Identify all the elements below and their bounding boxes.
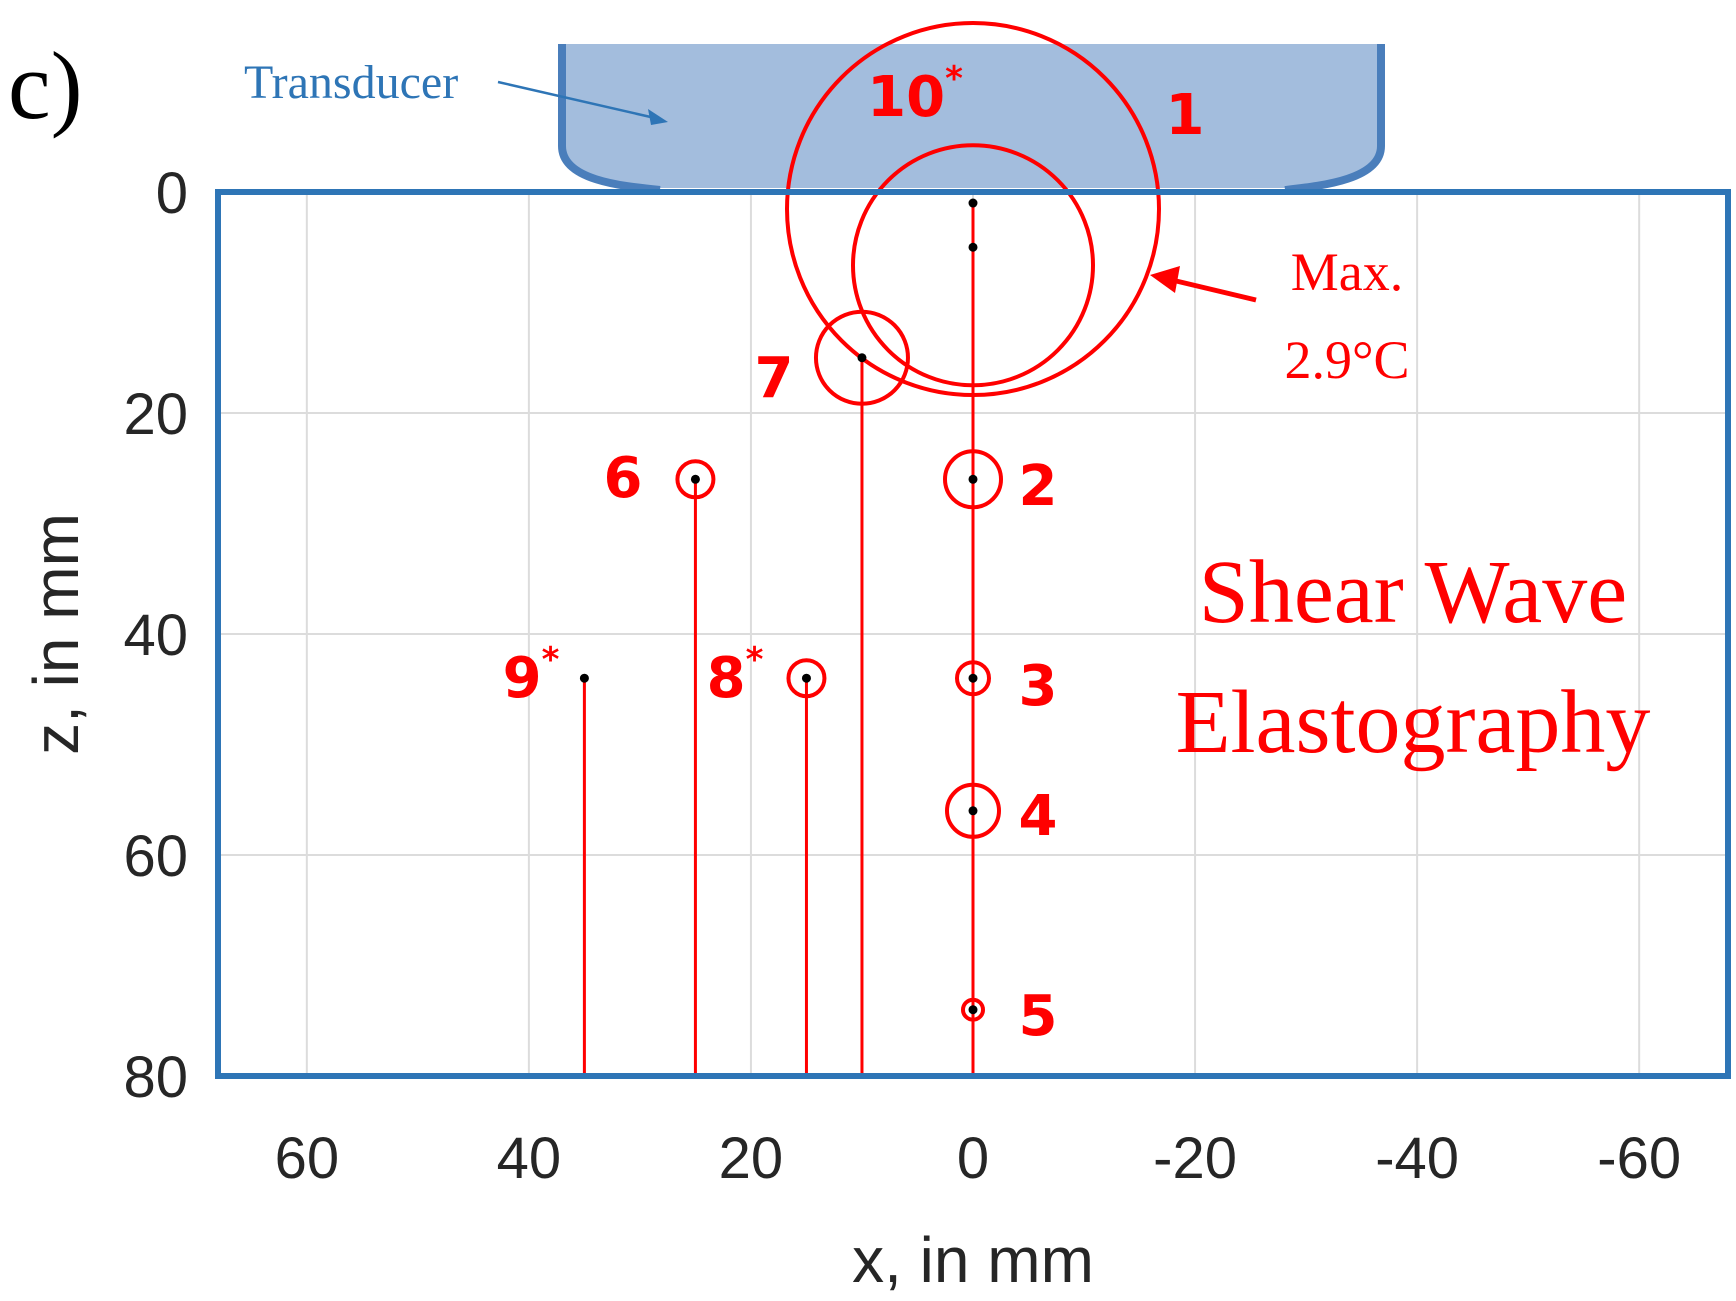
dot-point-7 bbox=[857, 353, 867, 363]
point-label-6: 6 bbox=[604, 446, 643, 511]
dot-point-1 bbox=[968, 198, 978, 208]
y-tick-label: 40 bbox=[123, 603, 188, 668]
stems bbox=[582, 203, 975, 1076]
transducer-outline bbox=[558, 44, 1385, 194]
dot-point-3 bbox=[968, 673, 978, 683]
method-label-line-1: Shear Wave bbox=[1199, 543, 1627, 642]
x-tick-label: 0 bbox=[957, 1126, 989, 1191]
x-tick-label: -40 bbox=[1375, 1126, 1459, 1191]
ring-point-6 bbox=[675, 459, 716, 500]
x-tick-label: -60 bbox=[1597, 1126, 1681, 1191]
plot-frame bbox=[215, 189, 1731, 1079]
ring-point-10 bbox=[851, 143, 1095, 388]
ring-point-5 bbox=[961, 997, 985, 1022]
ring-point-8 bbox=[786, 658, 827, 699]
panel-label: c) bbox=[8, 32, 83, 139]
point-labels: 1 10* 7 2 6 3 8* 9* 4 5 bbox=[503, 59, 1205, 1049]
point-label-10: 10* bbox=[867, 59, 963, 130]
point-label-4: 4 bbox=[1019, 784, 1058, 849]
dot-point-5 bbox=[968, 1005, 978, 1015]
y-tick-label: 20 bbox=[123, 382, 188, 447]
y-tick-label: 60 bbox=[123, 824, 188, 889]
dot-point-2 bbox=[968, 474, 978, 484]
ring-point-3 bbox=[955, 660, 991, 697]
y-tick-labels: 0 20 40 60 80 bbox=[123, 161, 188, 1110]
dot-point-8 bbox=[801, 673, 811, 683]
max-annotation-line-2: 2.9°C bbox=[1284, 330, 1409, 390]
ring-point-1 bbox=[785, 21, 1161, 398]
transducer-arrow bbox=[497, 80, 668, 125]
dot-point-10 bbox=[968, 242, 978, 252]
circles bbox=[675, 21, 1161, 1022]
dots bbox=[579, 198, 978, 1015]
y-axis-label: z, in mm bbox=[20, 513, 92, 755]
x-tick-labels: 60 40 20 0 -20 -40 -60 bbox=[275, 1126, 1682, 1191]
transducer-shape bbox=[562, 44, 1381, 188]
max-annotation: Max. 2.9°C bbox=[1150, 242, 1410, 390]
dot-point-9 bbox=[579, 673, 589, 683]
y-tick-label: 80 bbox=[123, 1045, 188, 1110]
point-label-2: 2 bbox=[1019, 454, 1058, 519]
point-label-5: 5 bbox=[1019, 984, 1058, 1049]
x-tick-label: 20 bbox=[719, 1126, 784, 1191]
point-label-1: 1 bbox=[1166, 83, 1205, 148]
y-tick-label: 0 bbox=[156, 161, 188, 226]
ring-point-7 bbox=[813, 309, 910, 406]
max-annotation-arrow bbox=[1150, 266, 1257, 303]
point-label-7: 7 bbox=[755, 346, 794, 411]
ring-point-4 bbox=[945, 782, 1001, 839]
method-label-line-2: Elastography bbox=[1176, 673, 1651, 772]
dot-point-4 bbox=[968, 806, 978, 816]
x-tick-label: 40 bbox=[497, 1126, 562, 1191]
point-label-8: 8* bbox=[707, 640, 764, 711]
point-label-9: 9* bbox=[503, 640, 560, 711]
x-tick-label: 60 bbox=[275, 1126, 340, 1191]
dot-point-6 bbox=[690, 474, 700, 484]
point-label-3: 3 bbox=[1019, 654, 1058, 719]
max-annotation-line-1: Max. bbox=[1291, 242, 1403, 302]
x-axis-label: x, in mm bbox=[852, 1224, 1094, 1296]
x-tick-label: -20 bbox=[1153, 1126, 1237, 1191]
transducer-label: Transducer bbox=[244, 56, 458, 109]
ring-point-2 bbox=[943, 449, 1003, 510]
